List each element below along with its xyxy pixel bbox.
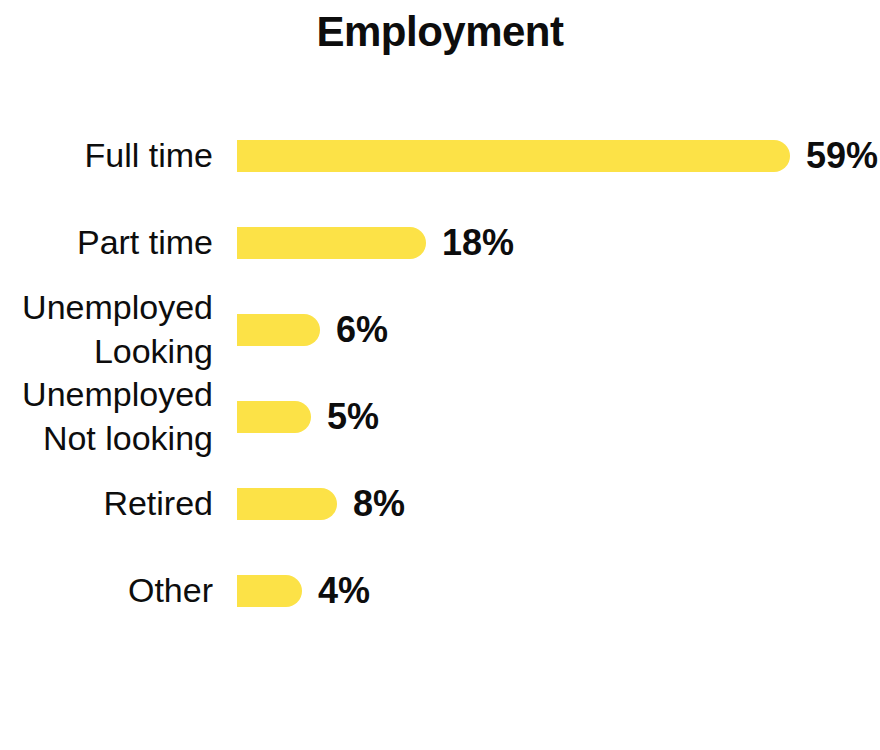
chart-rows: Full time 59% Part time 18% Unemployed L… <box>0 112 880 634</box>
row-value: 4% <box>318 570 370 612</box>
row-value: 18% <box>442 222 514 264</box>
chart-row-other: Other 4% <box>0 547 880 634</box>
row-bar <box>237 314 320 346</box>
chart-row-unemployed-not-looking: Unemployed Not looking 5% <box>0 373 880 460</box>
row-value: 59% <box>806 135 878 177</box>
row-label: Unemployed Not looking <box>0 373 213 460</box>
row-bar <box>237 575 302 607</box>
chart-row-retired: Retired 8% <box>0 460 880 547</box>
chart-row-part-time: Part time 18% <box>0 199 880 286</box>
chart-row-full-time: Full time 59% <box>0 112 880 199</box>
row-label: Full time <box>0 134 213 178</box>
employment-chart: Employment Full time 59% Part time 18% U… <box>0 0 880 750</box>
row-bar <box>237 488 337 520</box>
row-label: Part time <box>0 221 213 265</box>
row-label: Other <box>0 569 213 613</box>
row-bar <box>237 140 790 172</box>
row-value: 6% <box>336 309 388 351</box>
row-bar <box>237 401 311 433</box>
chart-title: Employment <box>0 8 880 56</box>
row-value: 8% <box>353 483 405 525</box>
chart-row-unemployed-looking: Unemployed Looking 6% <box>0 286 880 373</box>
row-label: Retired <box>0 482 213 526</box>
row-value: 5% <box>327 396 379 438</box>
row-label: Unemployed Looking <box>0 286 213 373</box>
row-bar <box>237 227 426 259</box>
